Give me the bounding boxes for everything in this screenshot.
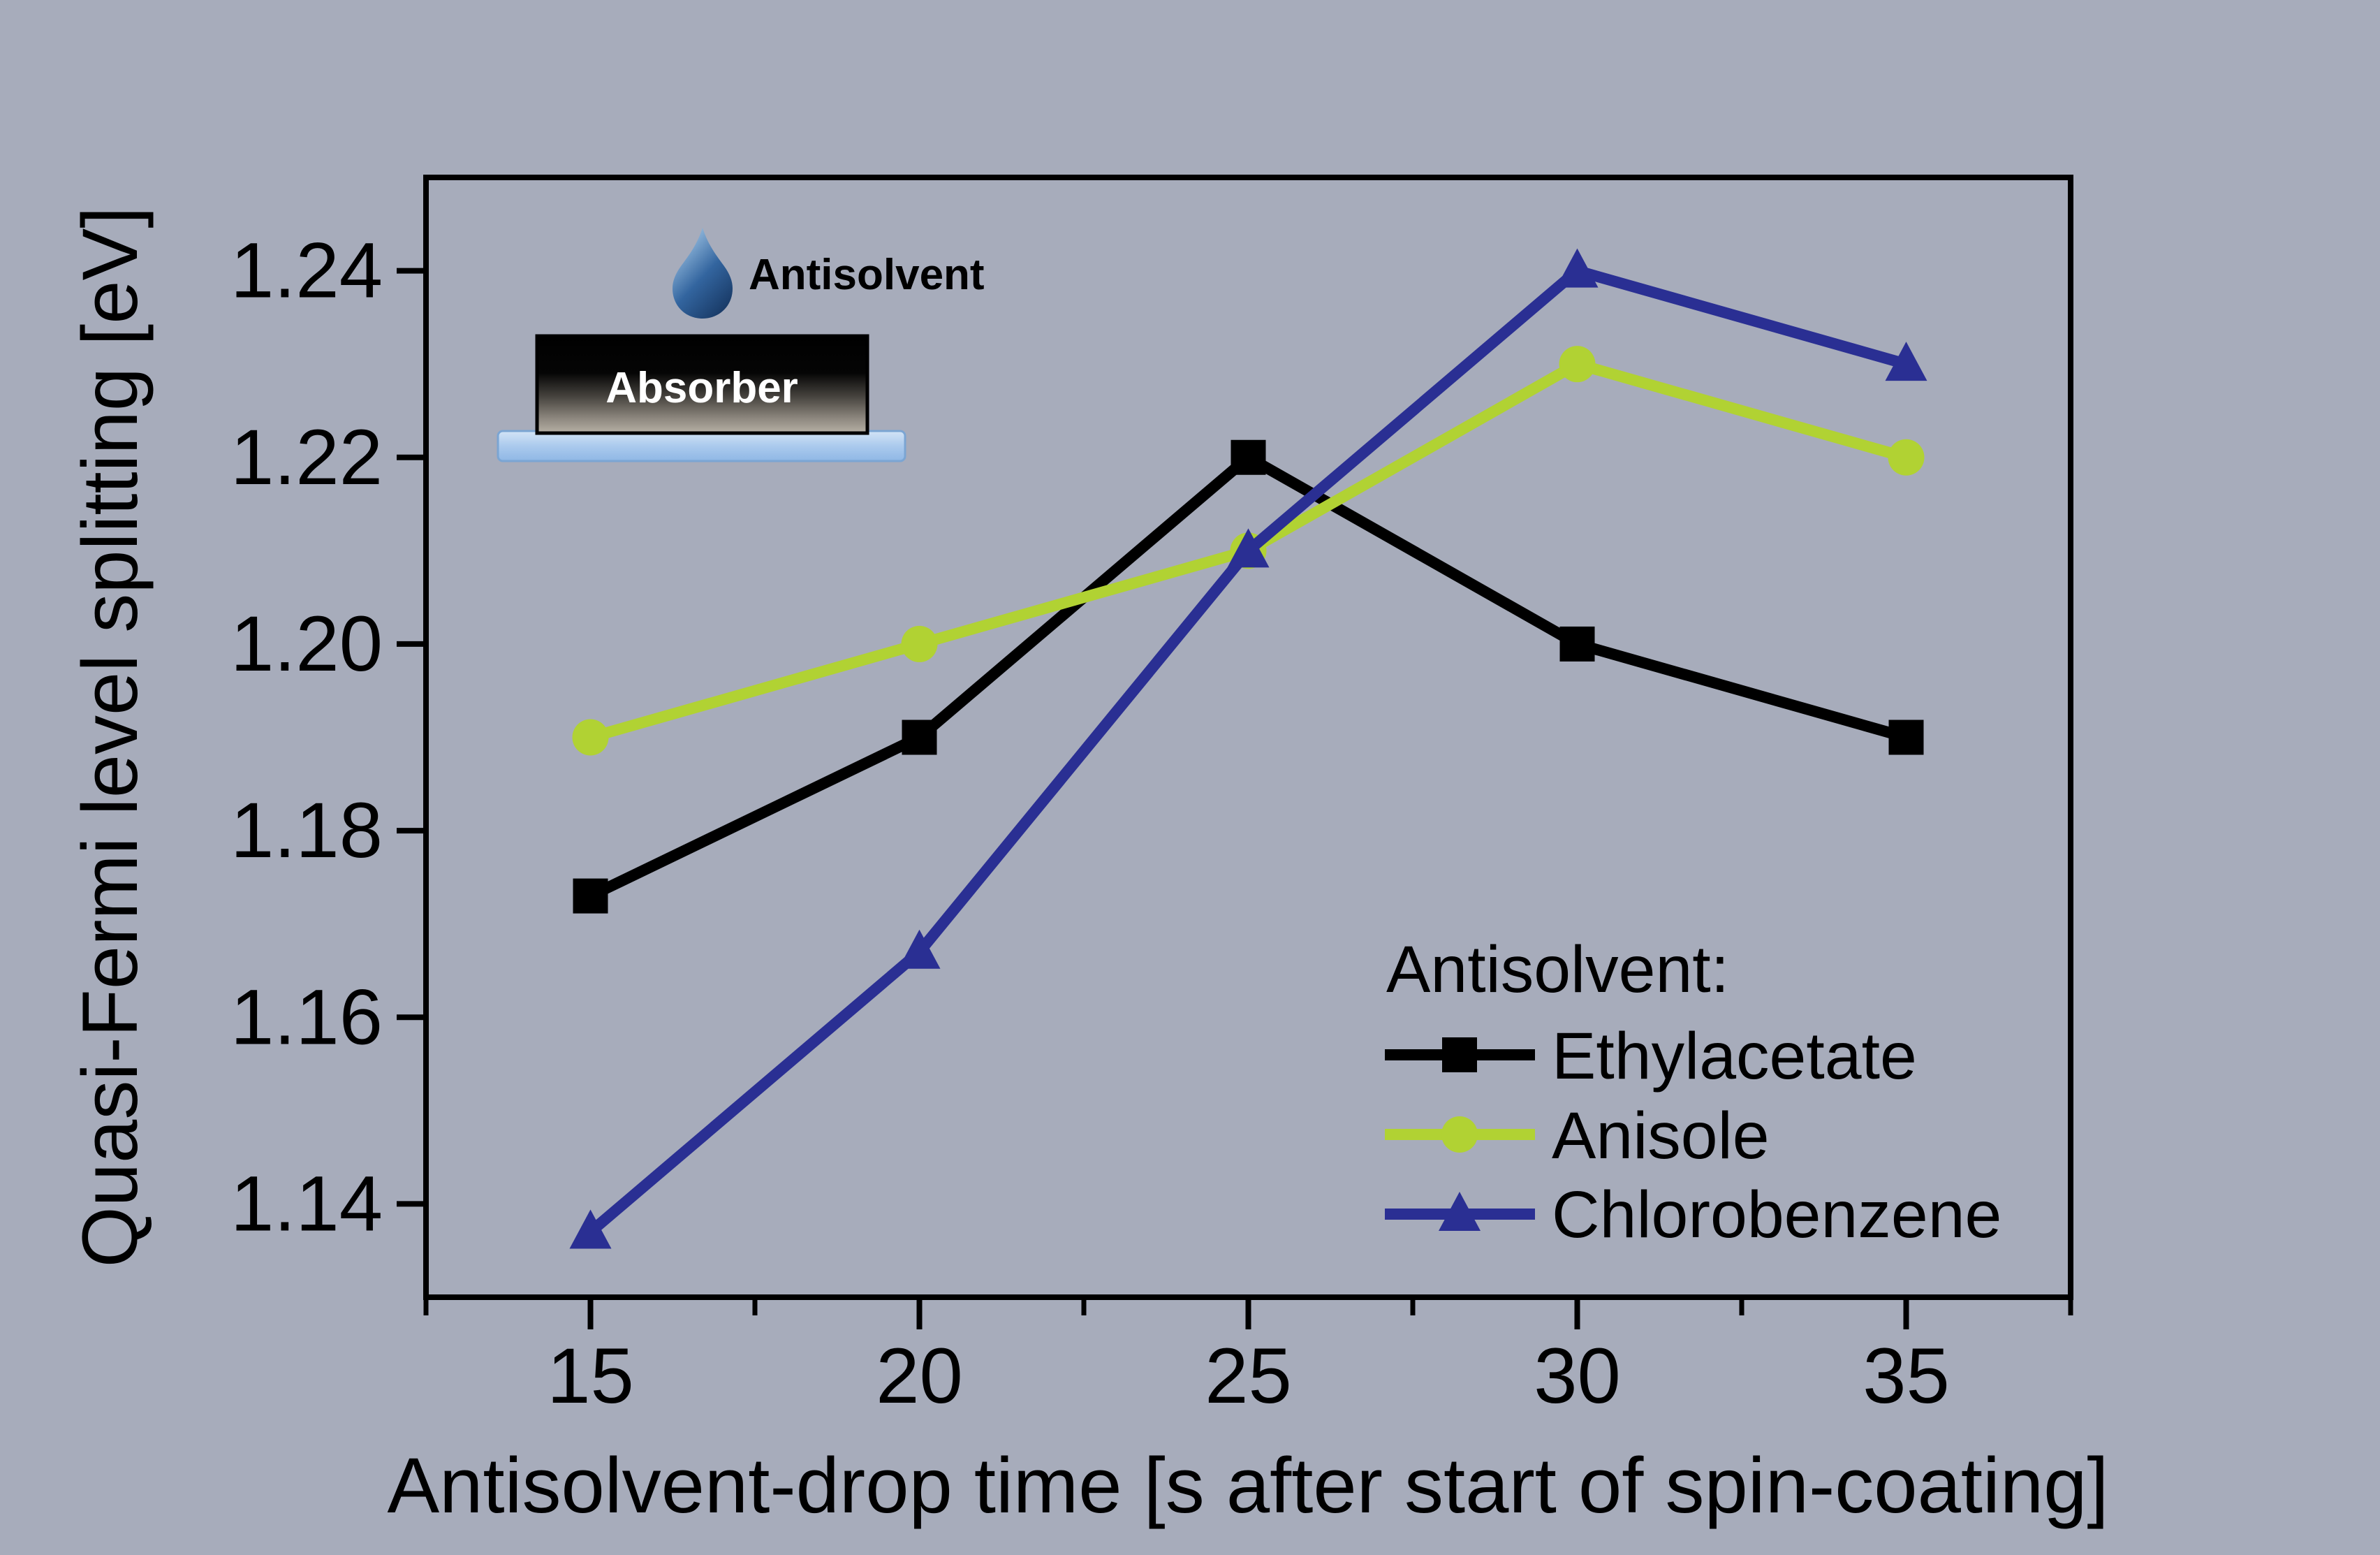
series-chlorobenzene — [569, 248, 1927, 1249]
data-point-marker — [1556, 248, 1599, 288]
data-point-marker — [1885, 342, 1927, 381]
plot-frame — [423, 175, 2073, 1300]
y-axis-title: Quasi-Fermi level splitting [eV] — [66, 207, 154, 1268]
antisolvent-label: Antisolvent — [749, 251, 985, 299]
legend-swatch-marker — [1439, 1192, 1481, 1231]
data-point-marker — [1231, 439, 1266, 475]
y-axis-ticks: 1.14 1.16 1.18 1.20 1.22 1.24 — [230, 227, 423, 1247]
data-point-marker — [902, 720, 937, 755]
x-axis-ticks: 15 20 25 30 35 — [423, 1300, 2073, 1419]
x-axis-title: Antisolvent-drop time [s after start of … — [387, 1442, 2108, 1529]
data-point-marker — [1888, 439, 1925, 476]
legend-label-anisole: Anisole — [1552, 1099, 1770, 1173]
absorber-label: Absorber — [605, 364, 798, 412]
legend-label-ethylacetate: Ethylacetate — [1552, 1019, 1917, 1093]
data-point-marker — [1227, 528, 1270, 568]
substrate-bar — [497, 430, 906, 462]
data-point-marker — [573, 878, 608, 914]
x-tick-label: 20 — [876, 1332, 963, 1419]
legend-swatch-marker — [1442, 1037, 1477, 1072]
y-tick-label: 1.18 — [230, 787, 383, 874]
y-tick-label: 1.14 — [230, 1160, 383, 1247]
x-tick-label: 15 — [547, 1332, 634, 1419]
data-point-marker — [901, 625, 938, 662]
x-tick-label: 30 — [1534, 1332, 1621, 1419]
absorber-block — [535, 334, 869, 435]
data-point-marker — [572, 719, 609, 756]
y-tick-label: 1.20 — [230, 600, 383, 687]
droplet-icon — [673, 228, 733, 319]
data-point-marker — [1559, 626, 1595, 662]
series-lines — [569, 248, 1927, 1249]
series-ethylacetate — [573, 439, 1924, 914]
inset-schematic: Absorber Antisolvent — [497, 228, 985, 462]
legend-title: Antisolvent: — [1386, 933, 1729, 1007]
x-tick-label: 35 — [1863, 1332, 1950, 1419]
x-tick-label: 25 — [1205, 1332, 1292, 1419]
legend: Antisolvent: Ethylacetate Anisole Chloro… — [1385, 933, 2001, 1252]
data-point-marker — [569, 1209, 612, 1249]
data-point-marker — [1888, 720, 1924, 755]
legend-swatch-marker — [1441, 1116, 1478, 1153]
legend-swatches — [1385, 1037, 1535, 1231]
y-tick-label: 1.16 — [230, 973, 383, 1060]
y-tick-label: 1.24 — [230, 227, 383, 314]
legend-label-chlorobenzene: Chlorobenzene — [1552, 1178, 2001, 1252]
y-tick-label: 1.22 — [230, 414, 383, 501]
data-point-marker — [898, 929, 941, 969]
data-point-marker — [1559, 346, 1596, 383]
